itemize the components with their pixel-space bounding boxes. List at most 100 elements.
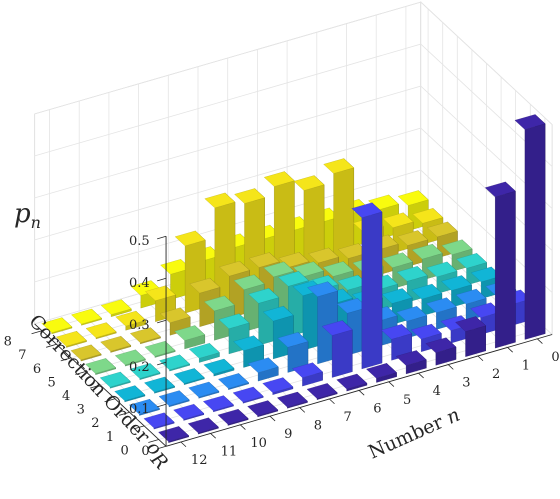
x-tick-mark xyxy=(507,347,513,353)
bar xyxy=(85,358,116,375)
bar xyxy=(99,371,131,389)
x-gridline xyxy=(78,101,211,434)
y-tick-label: 4 xyxy=(62,389,70,404)
x-tick-mark xyxy=(447,364,454,370)
y-tick-label: 7 xyxy=(18,348,26,363)
x-tick-mark xyxy=(210,433,216,439)
x-tick-mark xyxy=(537,338,543,344)
x-tick-label: 6 xyxy=(373,401,381,416)
bar xyxy=(484,181,516,349)
z-tick-mark xyxy=(157,361,167,366)
z-tick-label: 0.1 xyxy=(129,402,150,417)
bar xyxy=(321,320,353,378)
bar xyxy=(100,335,132,353)
bar xyxy=(41,317,73,335)
bar xyxy=(56,330,87,348)
bar xyxy=(336,373,368,392)
x-tick-label: 10 xyxy=(250,436,267,451)
x-tick-label: 3 xyxy=(462,376,470,391)
z-gridline xyxy=(34,43,553,167)
y-tick-mark xyxy=(89,384,101,389)
z-tick-mark xyxy=(157,319,167,324)
bar xyxy=(187,417,219,435)
bar xyxy=(159,354,190,372)
y-tick-mark xyxy=(133,425,145,430)
x-tick-label: 5 xyxy=(403,393,411,408)
bar xyxy=(129,363,161,380)
bar xyxy=(514,114,546,340)
z-tick-mark xyxy=(157,403,167,408)
z-tick-label: 0.5 xyxy=(129,234,150,249)
y-tick-mark xyxy=(104,398,116,403)
z-gridline xyxy=(34,1,553,125)
bar xyxy=(292,362,323,387)
z-axis-label: pn xyxy=(14,199,41,232)
bar xyxy=(188,342,220,363)
bar xyxy=(143,412,175,430)
z-tick-mark xyxy=(157,277,167,282)
bar xyxy=(277,331,309,373)
y-axis-line xyxy=(34,323,167,447)
bar xyxy=(232,386,264,404)
x-tick-label: 12 xyxy=(191,453,208,468)
bars xyxy=(41,114,546,443)
bar xyxy=(395,350,427,375)
z-tick-label: 0.2 xyxy=(129,360,150,375)
bar xyxy=(262,377,294,395)
bar xyxy=(115,310,147,331)
bar xyxy=(217,408,249,426)
y-tick-mark xyxy=(31,330,43,335)
z-tick-mark xyxy=(157,445,167,450)
x-tick-label: 1 xyxy=(522,358,530,373)
bar xyxy=(114,385,146,403)
bar xyxy=(144,376,175,394)
x-tick-mark xyxy=(418,372,424,379)
x-tick-label: 8 xyxy=(314,419,322,434)
tick-labels: 012345678910111201234567800.10.20.30.40.… xyxy=(4,234,560,468)
bar xyxy=(203,358,235,377)
y-tick-label: 3 xyxy=(77,403,85,418)
bar xyxy=(144,340,176,358)
x-tick-mark xyxy=(358,390,365,396)
bar xyxy=(188,381,220,399)
y-tick-mark xyxy=(148,439,159,443)
x-tick-mark xyxy=(180,441,187,448)
x-tick-mark xyxy=(299,407,306,413)
x-axis-line xyxy=(165,334,553,447)
y-tick-label: 8 xyxy=(4,335,12,350)
bar xyxy=(71,308,102,326)
bar xyxy=(218,373,249,390)
bar xyxy=(114,349,146,367)
bar xyxy=(173,368,205,385)
bar xyxy=(173,403,205,421)
bar xyxy=(203,395,234,413)
bar xyxy=(158,426,189,443)
x-tick-mark xyxy=(240,424,246,430)
bar xyxy=(70,344,102,362)
z-tick-label: 0 xyxy=(141,444,149,459)
x-tick-label: 2 xyxy=(492,367,500,382)
bar xyxy=(247,400,279,418)
bar xyxy=(129,398,160,416)
z-gridline xyxy=(34,85,553,209)
bar xyxy=(323,158,355,271)
bar xyxy=(85,322,117,340)
x-gridline xyxy=(138,83,271,417)
bar xyxy=(233,335,264,368)
x-tick-label: 9 xyxy=(284,427,292,442)
bar xyxy=(277,391,308,409)
bar xyxy=(247,357,279,382)
bar xyxy=(366,362,397,383)
bar xyxy=(306,383,338,400)
x-tick-label: 7 xyxy=(344,410,352,425)
y-tick-label: 1 xyxy=(106,430,114,445)
x-gridline xyxy=(108,92,241,426)
x-tick-mark xyxy=(329,398,335,405)
bar xyxy=(158,390,190,408)
bar xyxy=(455,316,486,357)
y-tick-label: 6 xyxy=(33,362,41,377)
x-tick-label: 11 xyxy=(221,444,238,459)
bar xyxy=(145,285,176,322)
